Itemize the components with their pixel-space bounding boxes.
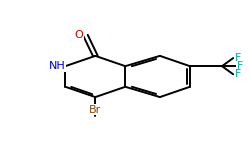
Text: F: F [237, 61, 243, 71]
Text: F: F [234, 69, 241, 79]
Text: NH: NH [48, 61, 65, 71]
Text: O: O [74, 30, 83, 40]
Text: F: F [234, 53, 241, 63]
Text: Br: Br [89, 105, 102, 115]
